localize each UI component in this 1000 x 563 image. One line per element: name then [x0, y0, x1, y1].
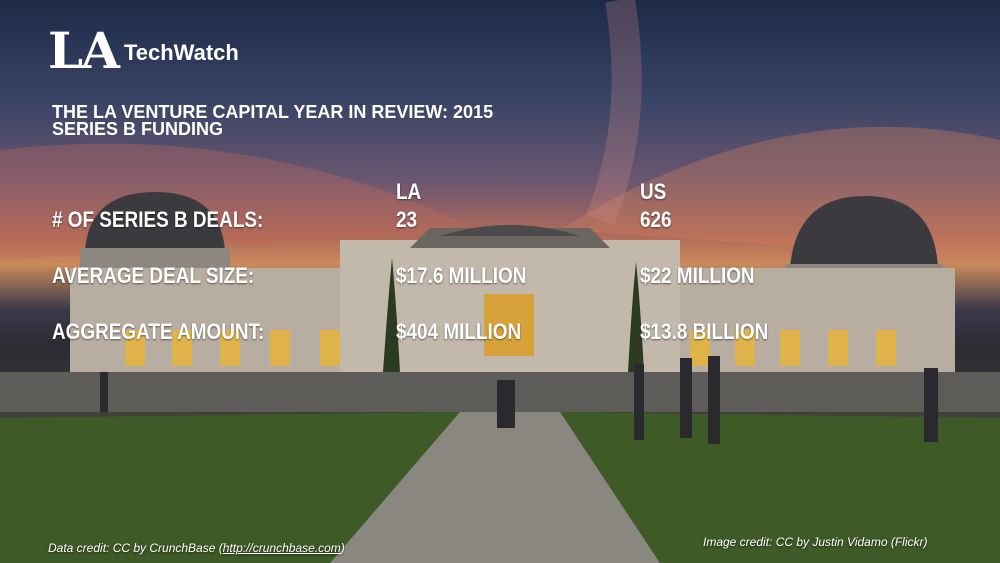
- data-credit-suffix: ): [340, 541, 345, 555]
- image-credit: Image credit: CC by Justin Vidamo (Flick…: [703, 535, 928, 549]
- value-us-average: $22 MILLION: [640, 263, 755, 288]
- value-us-aggregate: $13.8 BILLION: [640, 319, 769, 344]
- logo-la-mark: LA: [48, 21, 120, 80]
- slide-title: THE LA VENTURE CAPITAL YEAR IN REVIEW: 2…: [52, 102, 494, 139]
- column-header-la: LA: [396, 179, 422, 204]
- title-line-2: SERIES B FUNDING: [52, 119, 224, 139]
- logo-techwatch-text: TechWatch: [123, 40, 239, 65]
- crunchbase-link[interactable]: http://crunchbase.com: [222, 541, 341, 555]
- la-techwatch-logo: LA TechWatch: [48, 26, 239, 76]
- row-label-average: AVERAGE DEAL SIZE:: [52, 263, 255, 288]
- value-la-aggregate: $404 MILLION: [396, 319, 522, 344]
- data-credit: Data credit: CC by CrunchBase (http://cr…: [48, 541, 345, 555]
- value-la-deals: 23: [396, 207, 418, 232]
- row-label-aggregate: AGGREGATE AMOUNT:: [52, 319, 265, 344]
- column-header-us: US: [640, 179, 667, 204]
- row-label-deals: # OF SERIES B DEALS:: [52, 207, 264, 232]
- value-us-deals: 626: [640, 207, 672, 232]
- value-la-average: $17.6 MILLION: [396, 263, 527, 288]
- title-line-1: THE LA VENTURE CAPITAL YEAR IN REVIEW: 2…: [52, 102, 494, 122]
- data-credit-prefix: Data credit: CC by CrunchBase (: [48, 541, 223, 555]
